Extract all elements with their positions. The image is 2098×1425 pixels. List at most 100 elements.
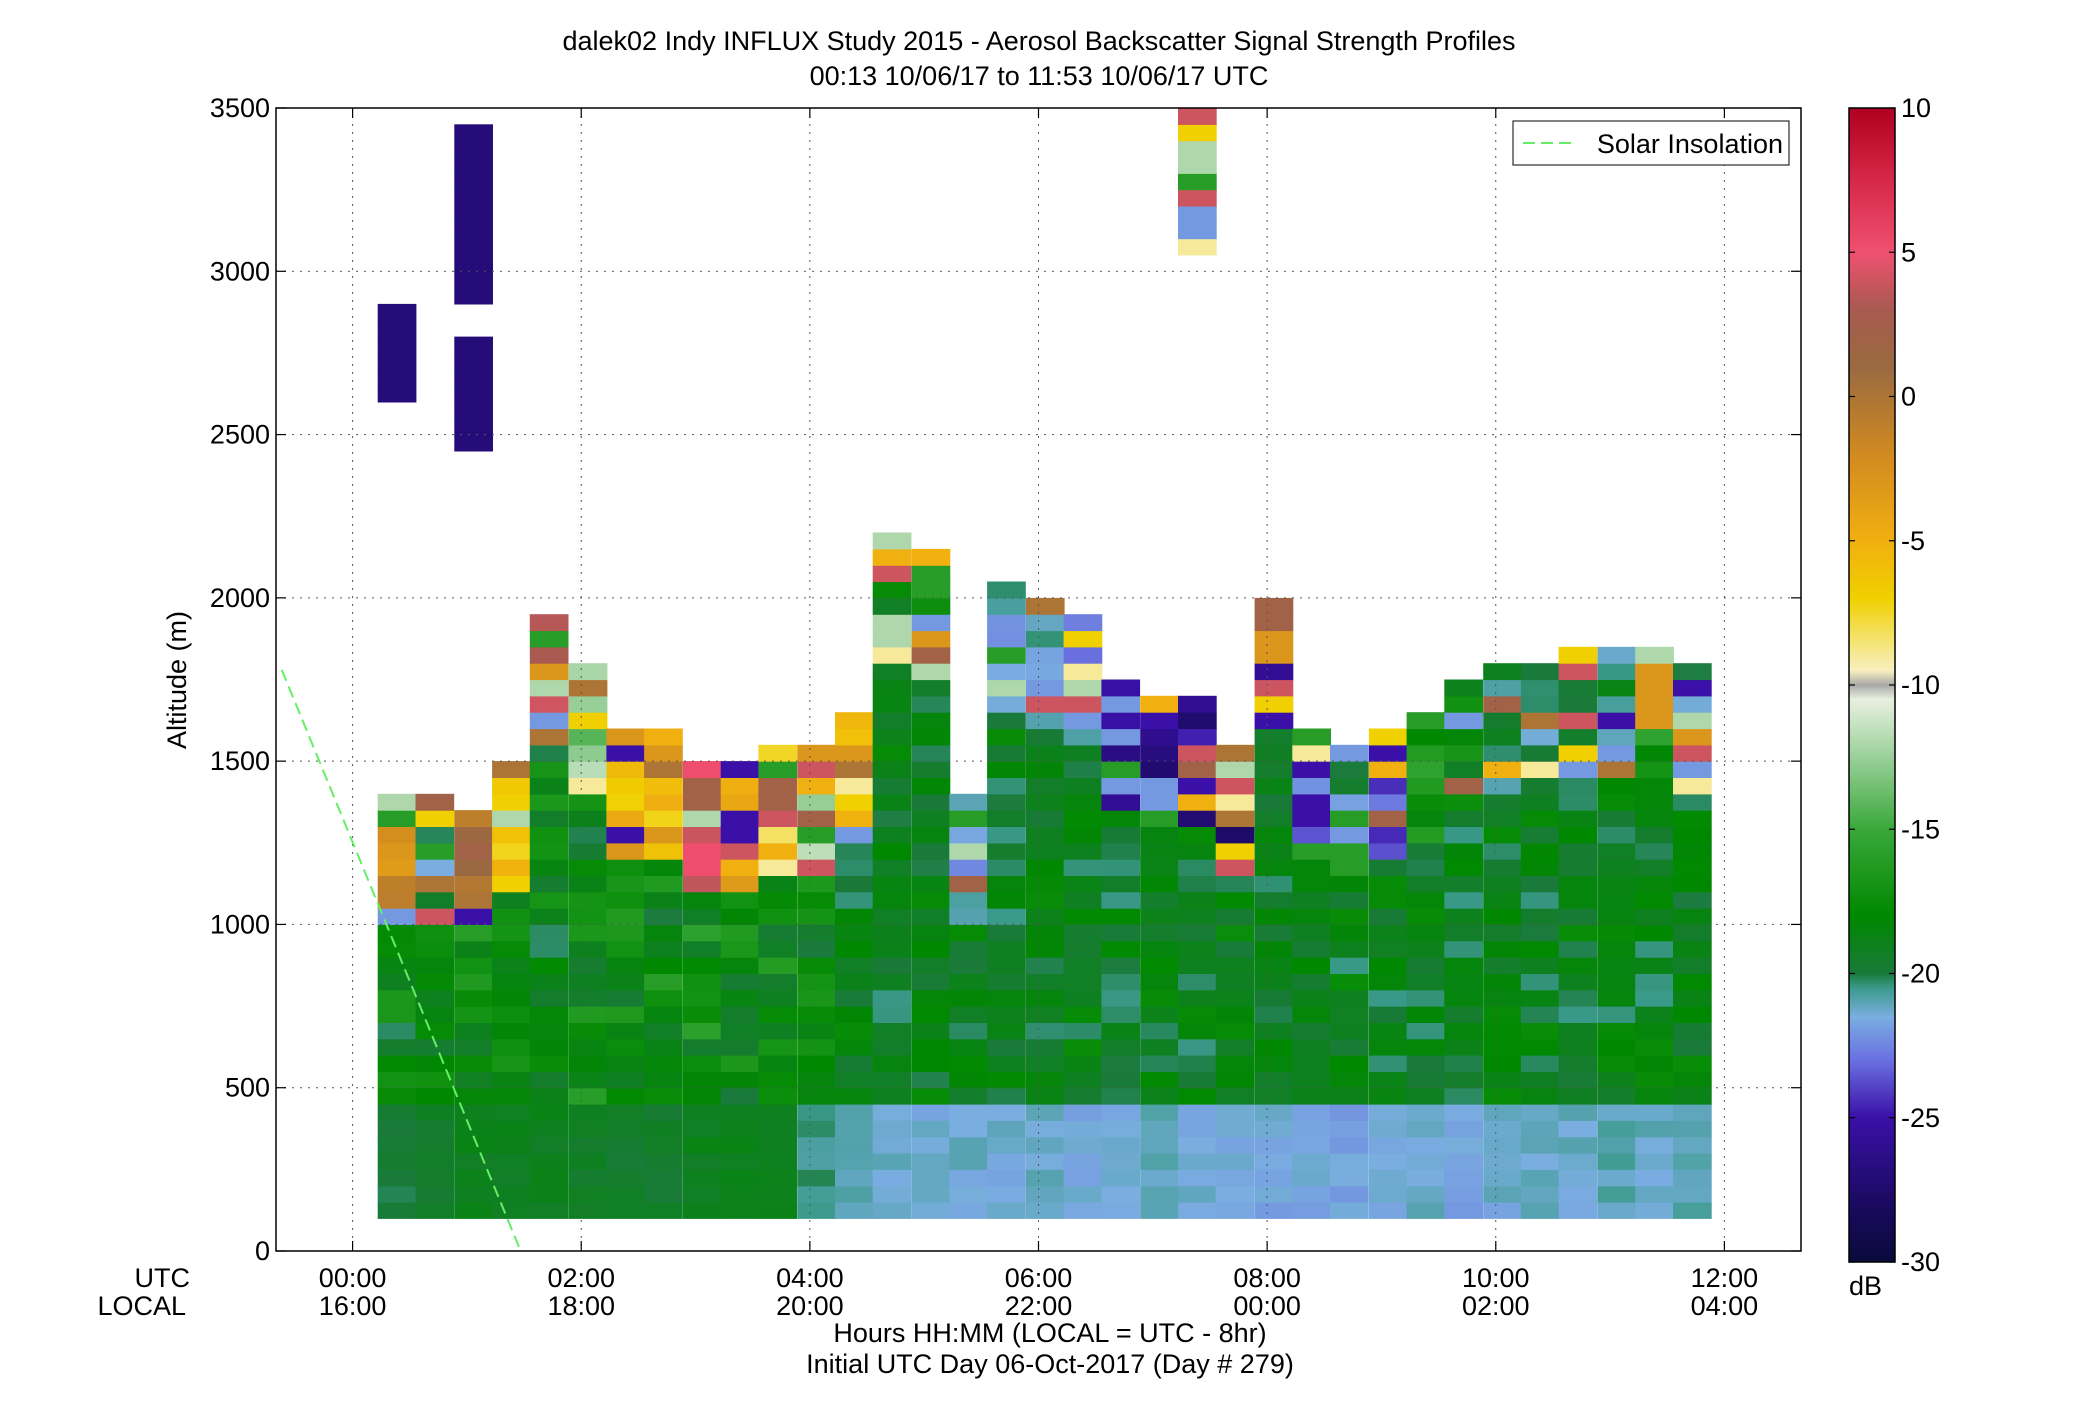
heatmap-cell — [683, 810, 722, 827]
heatmap-cell — [683, 1071, 722, 1089]
heatmap-cell — [1406, 908, 1446, 925]
heatmap-cell — [1025, 924, 1065, 942]
heatmap-cell — [949, 842, 988, 860]
heatmap-cell — [1558, 989, 1598, 1007]
heatmap-cell — [1558, 973, 1598, 991]
heatmap-cell — [1444, 1104, 1483, 1121]
heatmap-cell — [835, 810, 874, 827]
heatmap-cell — [1330, 1006, 1369, 1023]
heatmap-cell — [492, 1022, 531, 1040]
heatmap-cell — [1635, 679, 1674, 697]
heatmap-cell — [492, 761, 531, 778]
heatmap-cell — [415, 1038, 455, 1056]
heatmap-cell — [1673, 989, 1712, 1007]
heatmap-cell — [492, 908, 531, 925]
heatmap-cell — [1483, 1104, 1522, 1121]
heatmap-cell — [1368, 1006, 1408, 1023]
heatmap-cell — [1025, 1022, 1065, 1040]
heatmap-cell — [1635, 761, 1674, 778]
heatmap-cell — [949, 1038, 988, 1056]
heatmap-cell — [1635, 1087, 1674, 1105]
heatmap-cell — [377, 842, 417, 860]
heatmap-cell — [1330, 875, 1369, 893]
heatmap-cell — [1025, 712, 1065, 730]
heatmap-cell — [1101, 1022, 1141, 1040]
heatmap-cell — [1368, 810, 1408, 827]
heatmap-cell — [987, 1071, 1026, 1089]
heatmap-cell — [1368, 1120, 1408, 1138]
heatmap-cell — [872, 630, 912, 648]
heatmap-cell — [1292, 761, 1331, 778]
heatmap-cell — [1330, 924, 1369, 942]
heatmap-cell — [377, 385, 417, 403]
heatmap-cell — [606, 1185, 646, 1203]
heatmap-cell — [1178, 940, 1217, 958]
heatmap-cell — [1178, 1006, 1217, 1023]
heatmap-cell — [492, 826, 531, 844]
y-tick-label: 1500 — [210, 746, 270, 776]
heatmap-cell — [606, 859, 646, 876]
heatmap-cell — [835, 793, 874, 811]
heatmap-cell — [1292, 1055, 1331, 1072]
heatmap-cell — [1254, 1153, 1294, 1170]
heatmap-cell — [1406, 826, 1446, 844]
heatmap-cell — [720, 761, 760, 778]
heatmap-cell — [758, 793, 798, 811]
heatmap-cell — [797, 875, 836, 893]
heatmap-cell — [797, 1087, 836, 1105]
heatmap-cell — [1063, 744, 1103, 762]
heatmap-cell — [1444, 679, 1483, 697]
heatmap-cell — [377, 1071, 417, 1089]
heatmap-cell — [1406, 875, 1446, 893]
heatmap-cell — [606, 1202, 646, 1219]
heatmap-cell — [949, 1087, 988, 1105]
heatmap-cell — [1635, 924, 1674, 942]
heatmap-cell — [987, 597, 1026, 615]
heatmap-cell — [1635, 1153, 1674, 1170]
heatmap-cell — [529, 989, 569, 1007]
heatmap-cell — [949, 1120, 988, 1138]
heatmap-cell — [911, 908, 951, 925]
heatmap-cell — [1215, 1087, 1255, 1105]
heatmap-cell — [492, 1202, 531, 1219]
heatmap-cell — [1215, 777, 1255, 795]
heatmap-cell — [720, 810, 760, 827]
heatmap-cell — [1483, 793, 1522, 811]
heatmap-cell — [1254, 924, 1294, 942]
heatmap-cell — [415, 1153, 455, 1170]
heatmap-cell — [1101, 1120, 1141, 1138]
heatmap-cell — [644, 989, 683, 1007]
heatmap-cell — [1178, 1104, 1217, 1121]
heatmap-cell — [1330, 777, 1369, 795]
heatmap-cell — [1140, 1169, 1179, 1187]
heatmap-cell — [415, 875, 455, 893]
heatmap-cell — [911, 1153, 951, 1170]
heatmap-cell — [1520, 1022, 1560, 1040]
heatmap-cell — [1483, 826, 1522, 844]
heatmap-cell — [911, 1202, 951, 1219]
heatmap-cell — [797, 940, 836, 958]
heatmap-cell — [1558, 842, 1598, 860]
heatmap-cell — [1330, 1071, 1369, 1089]
heatmap-cell — [987, 859, 1026, 876]
heatmap-cell — [1215, 891, 1255, 909]
heatmap-cell — [1520, 957, 1560, 974]
heatmap-cell — [568, 957, 608, 974]
heatmap-cell — [1215, 1006, 1255, 1023]
heatmap-cell — [377, 1153, 417, 1170]
heatmap-cell — [683, 973, 722, 991]
heatmap-cell — [835, 989, 874, 1007]
heatmap-cell — [1444, 761, 1483, 778]
heatmap-cell — [454, 1185, 493, 1203]
heatmap-cell — [1178, 1071, 1217, 1089]
heatmap-cell — [1368, 1022, 1408, 1040]
heatmap-cell — [1444, 957, 1483, 974]
heatmap-cell — [1101, 989, 1141, 1007]
heatmap-cell — [1444, 744, 1483, 762]
heatmap-cell — [1673, 1087, 1712, 1105]
heatmap-cell — [415, 957, 455, 974]
heatmap-cell — [1444, 712, 1483, 730]
heatmap-cell — [1673, 728, 1712, 746]
heatmap-cell — [529, 859, 569, 876]
heatmap-cell — [1178, 1153, 1217, 1170]
